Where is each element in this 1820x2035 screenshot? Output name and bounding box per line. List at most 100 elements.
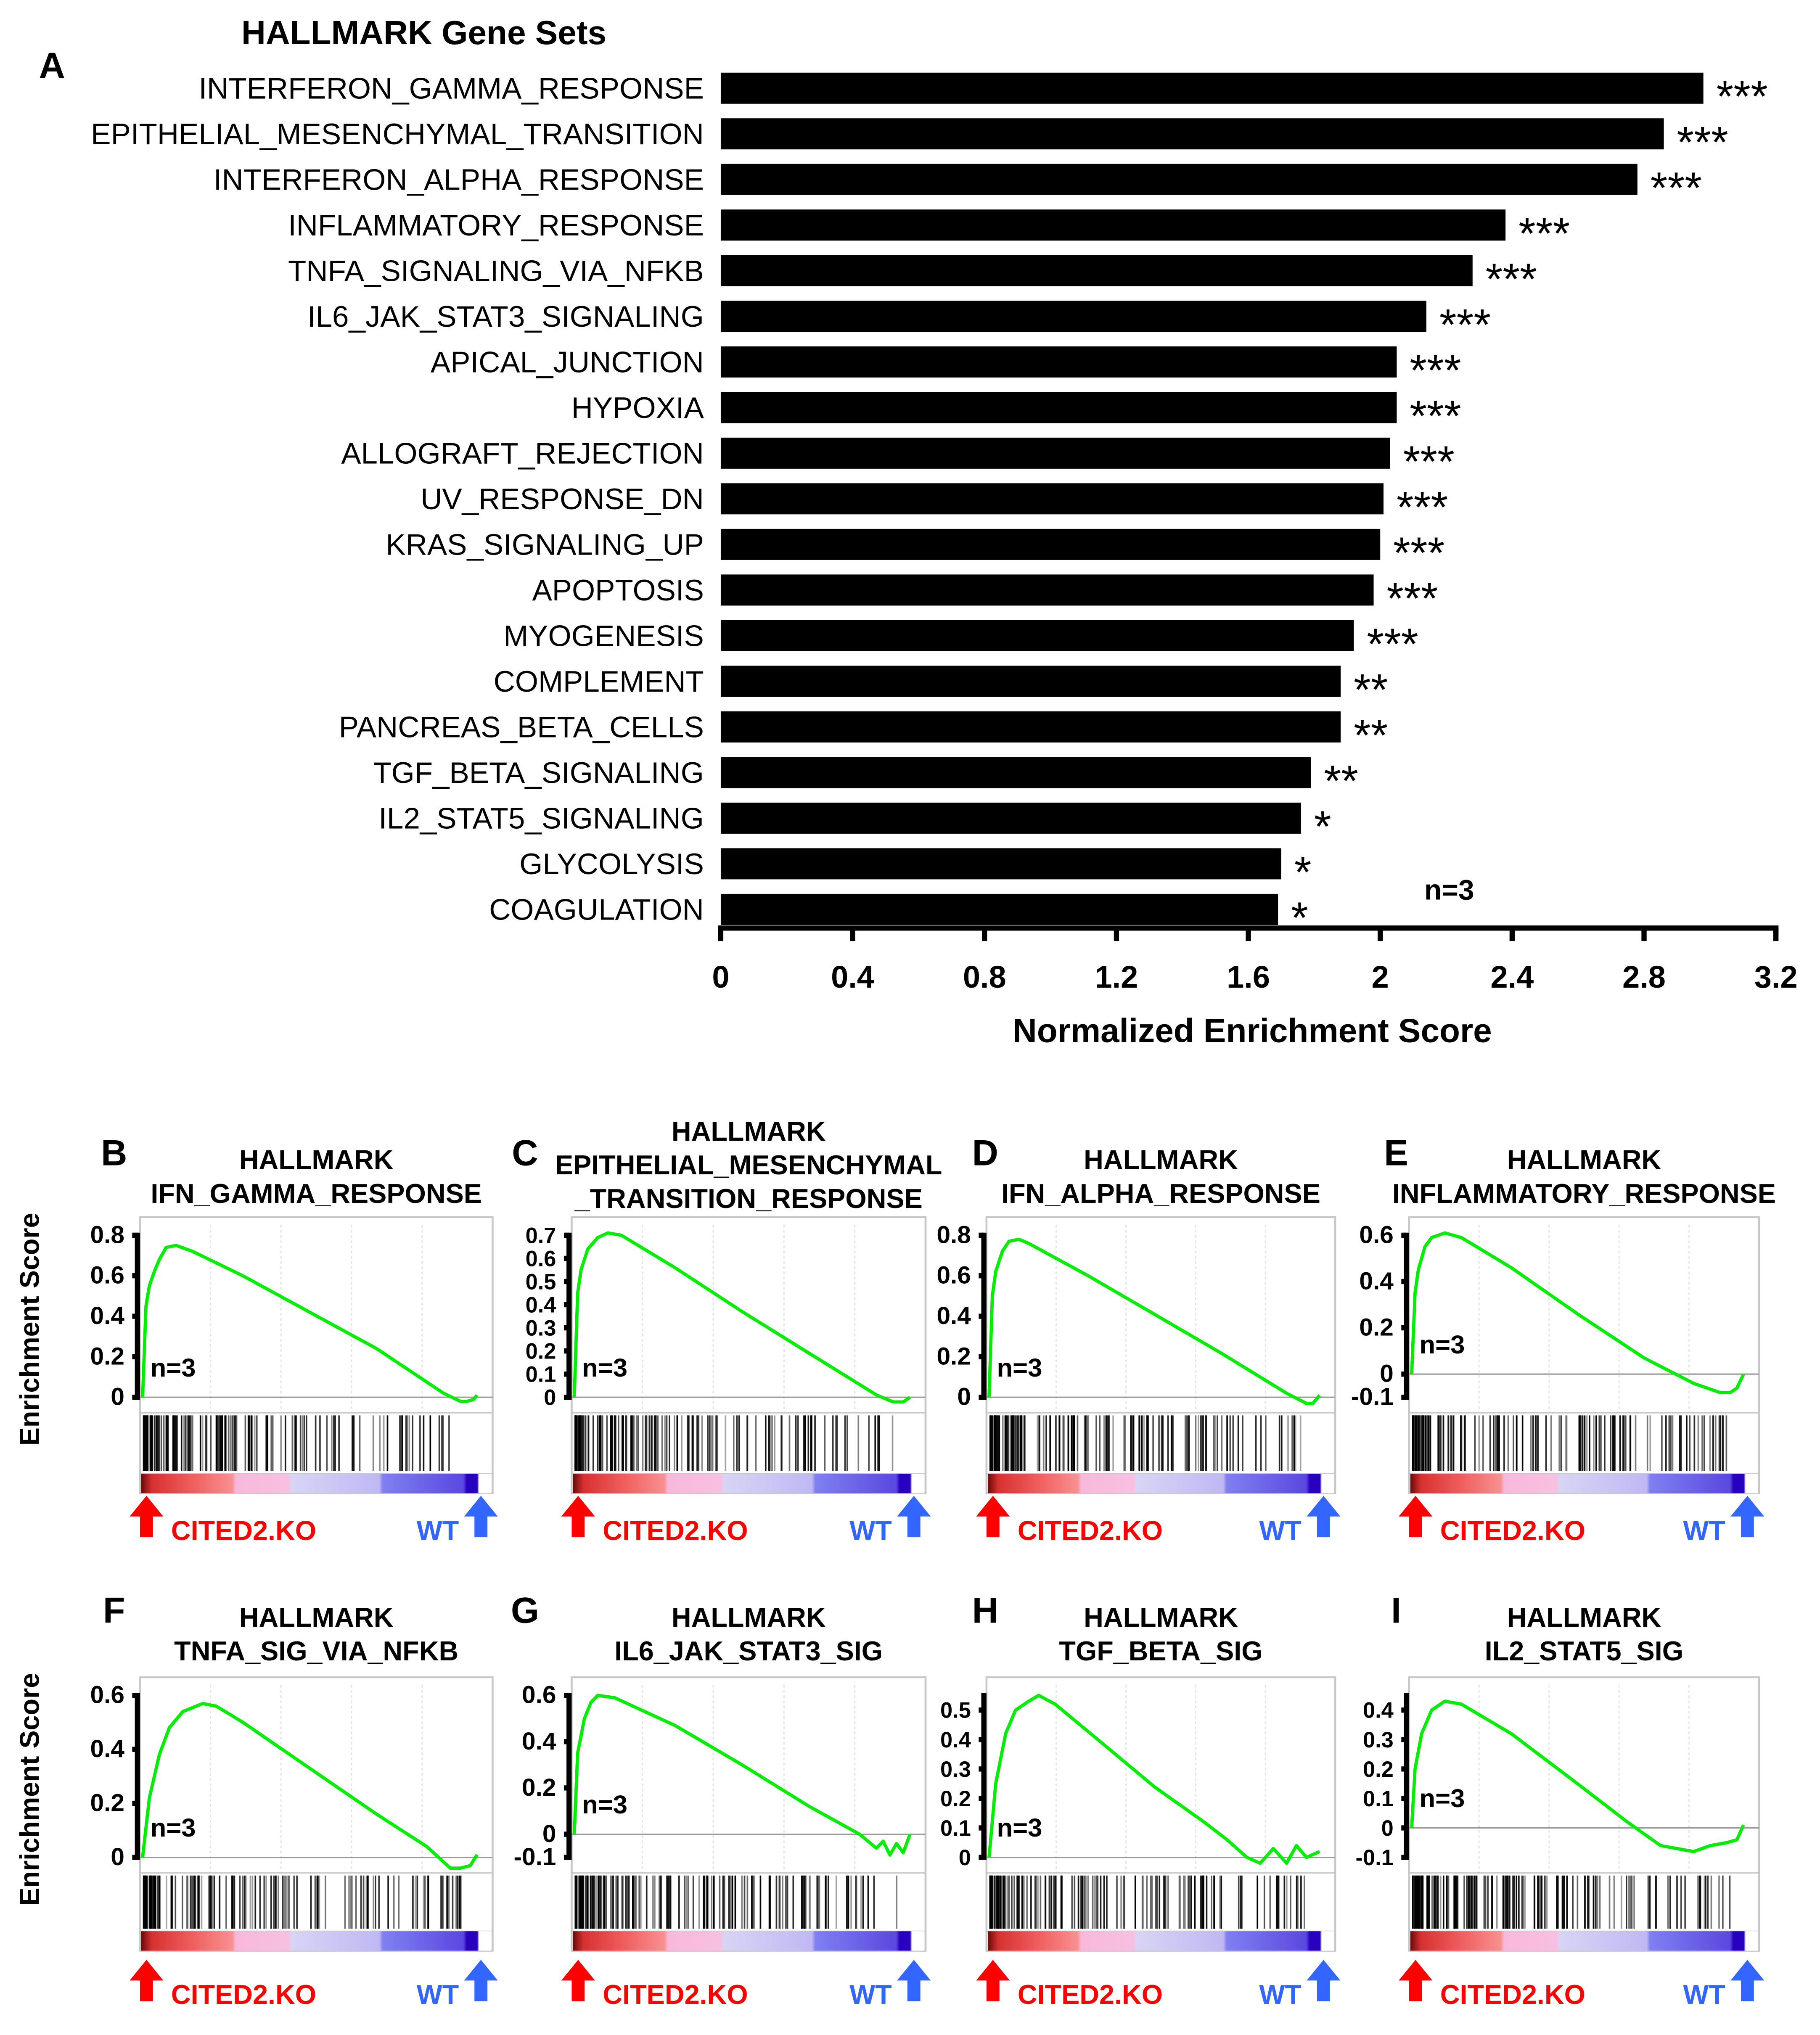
y-tick-label: 0.2 xyxy=(522,1774,556,1801)
n-annotation: n=3 xyxy=(582,1353,627,1382)
significance-stars: ** xyxy=(1354,711,1388,760)
bar-label: EPITHELIAL_MESENCHYMAL_TRANSITION xyxy=(91,118,704,151)
bar-label: TNFA_SIGNALING_VIA_NFKB xyxy=(288,254,704,288)
bar-chart-xlabel: Normalized Enrichment Score xyxy=(1013,1012,1492,1049)
n-annotation: n=3 xyxy=(151,1813,196,1842)
blue-up-arrow-icon xyxy=(464,1496,498,1538)
enrichment-curve xyxy=(141,1244,479,1403)
ranked-list-colorbar xyxy=(1410,1474,1758,1493)
panel-title: HALLMARK xyxy=(1507,1144,1661,1175)
x-tick-label: 3.2 xyxy=(1754,959,1798,994)
y-tick-label: 0.1 xyxy=(526,1363,556,1387)
bar-chart-title: HALLMARK Gene Sets xyxy=(241,13,606,51)
y-tick-label: -0.1 xyxy=(1351,1383,1394,1411)
bar xyxy=(720,255,1473,286)
y-axis-label: Enrichment Score xyxy=(14,1673,45,1906)
significance-stars: *** xyxy=(1439,300,1491,349)
panel-title: HALLMARK xyxy=(1084,1144,1238,1175)
y-tick-label: 0.3 xyxy=(526,1316,556,1341)
blue-up-arrow-icon xyxy=(897,1960,931,2001)
panel-title: HALLMARK xyxy=(1084,1602,1238,1633)
y-tick-label: 0.6 xyxy=(1359,1221,1393,1248)
ranked-list-colorbar xyxy=(573,1931,924,1951)
y-tick-label: 0.2 xyxy=(526,1340,556,1364)
enrichment-curve xyxy=(987,1694,1320,1865)
significance-stars: *** xyxy=(1486,254,1537,304)
bar-chart-n-annotation: n=3 xyxy=(1424,874,1474,906)
x-tick-label: 0 xyxy=(712,959,729,994)
bar-label: APICAL_JUNCTION xyxy=(431,346,704,379)
enrichment-curve xyxy=(572,1231,911,1404)
y-axis-label: Enrichment Score xyxy=(14,1213,45,1446)
ranked-list-colorbar xyxy=(573,1474,924,1493)
panel-title: HALLMARK xyxy=(672,1116,826,1147)
bar-label: INTERFERON_GAMMA_RESPONSE xyxy=(198,72,704,105)
y-tick-label: 0.4 xyxy=(940,1728,971,1752)
bar xyxy=(720,301,1427,332)
blue-up-arrow-icon xyxy=(1730,1960,1764,2001)
y-tick-label: 0.2 xyxy=(1359,1314,1393,1341)
bar xyxy=(720,164,1637,195)
y-tick-label: 0 xyxy=(959,1846,971,1870)
wt-label: WT xyxy=(417,1979,459,2010)
x-tick-label: 0.8 xyxy=(963,959,1006,994)
panel-letter: C xyxy=(512,1133,538,1173)
x-tick-label: 2.8 xyxy=(1622,959,1666,994)
y-tick-label: 0.4 xyxy=(522,1728,556,1755)
panel-title: HALLMARK xyxy=(1507,1602,1661,1633)
y-tick-label: 0.2 xyxy=(1363,1758,1394,1782)
n-annotation: n=3 xyxy=(1419,1784,1465,1813)
significance-stars: *** xyxy=(1367,619,1418,669)
significance-stars: *** xyxy=(1651,163,1702,212)
ko-label: CITED2.KO xyxy=(1440,1979,1585,2010)
ranked-list-colorbar xyxy=(987,1474,1334,1493)
panel-letter: H xyxy=(972,1591,998,1631)
ranked-list-colorbar xyxy=(141,1474,492,1493)
y-tick-label: 0.5 xyxy=(940,1699,971,1723)
panel-letter: B xyxy=(101,1133,127,1173)
bar-label: MYOGENESIS xyxy=(503,620,704,653)
y-axis-label-line: Enrichment Score xyxy=(14,1673,45,1906)
y-tick-label: 0 xyxy=(957,1383,971,1411)
bar xyxy=(720,529,1381,560)
plot-frame xyxy=(1408,1676,1760,1952)
significance-stars: * xyxy=(1314,802,1331,851)
y-tick-label: 0 xyxy=(542,1820,556,1847)
bar-label: TGF_BETA_SIGNALING xyxy=(373,756,704,790)
y-tick-label: 0 xyxy=(544,1386,556,1410)
n-annotation: n=3 xyxy=(582,1790,627,1819)
y-tick-label: 0.4 xyxy=(90,1302,125,1329)
bar xyxy=(720,72,1704,104)
panel-title: IL6_JAK_STAT3_SIG xyxy=(614,1636,883,1666)
significance-stars: ** xyxy=(1324,756,1358,806)
wt-label: WT xyxy=(1259,1515,1302,1546)
red-up-arrow-icon xyxy=(1399,1960,1433,2001)
panel-title: INFLAMMATORY_RESPONSE xyxy=(1392,1178,1776,1209)
significance-stars: ** xyxy=(1354,665,1388,714)
enrichment-curve xyxy=(1410,1231,1745,1394)
bar xyxy=(720,118,1664,150)
y-tick-label: 0.1 xyxy=(940,1816,971,1841)
panel-title: EPITHELIAL_MESENCHYMAL xyxy=(555,1150,942,1180)
significance-stars: *** xyxy=(1518,209,1570,258)
ranked-list-colorbar xyxy=(141,1931,492,1951)
x-tick-label: 1.2 xyxy=(1095,959,1138,994)
bar-label: GLYCOLYSIS xyxy=(519,848,704,881)
y-tick-label: 0.2 xyxy=(90,1789,124,1817)
y-tick-label: 0 xyxy=(111,1843,124,1871)
wt-label: WT xyxy=(1683,1515,1725,1546)
plot-frame xyxy=(571,1676,927,1952)
bar xyxy=(720,711,1341,743)
bar-label: HYPOXIA xyxy=(571,391,704,425)
significance-stars: * xyxy=(1294,848,1312,897)
nes-bar-chart: A HALLMARK Gene Sets Normalized Enrichme… xyxy=(39,13,1797,1049)
ranked-list-colorbar xyxy=(987,1931,1334,1951)
y-tick-label: 0.2 xyxy=(940,1787,971,1811)
panel-title: IL2_STAT5_SIG xyxy=(1485,1636,1683,1666)
